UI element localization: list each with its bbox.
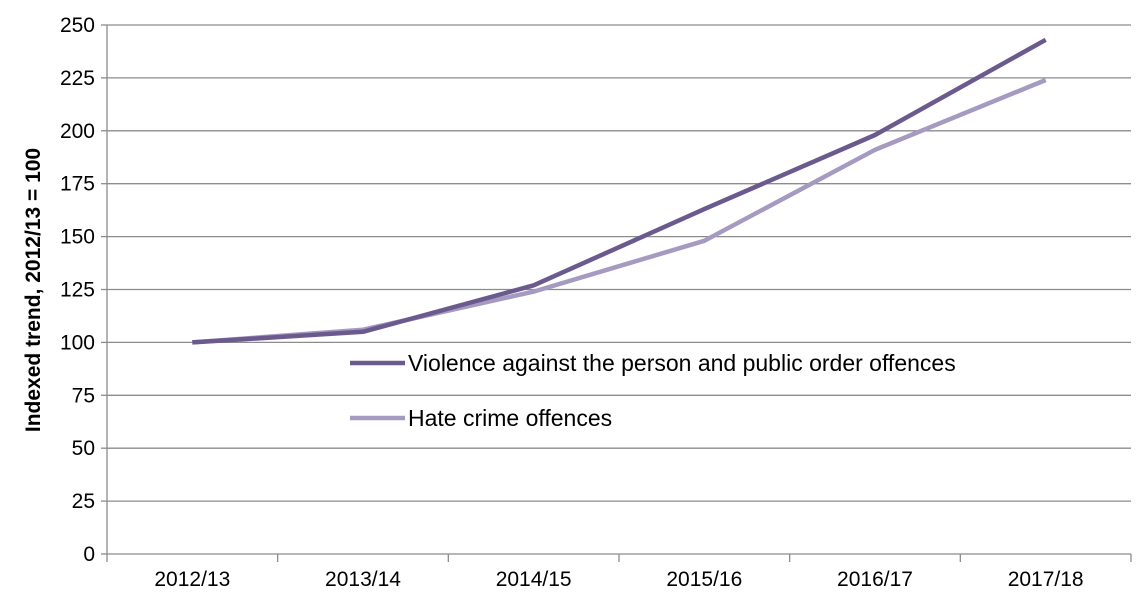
x-tick-label: 2012/13 xyxy=(154,568,230,591)
gridlines xyxy=(107,24,1131,502)
x-tick-label: 2015/16 xyxy=(666,568,742,591)
y-tick-label: 200 xyxy=(60,120,95,143)
x-tick-label: 2017/18 xyxy=(1008,568,1084,591)
x-tick-label: 2016/17 xyxy=(837,568,913,591)
y-tick-label: 50 xyxy=(72,437,95,460)
legend: Violence against the person and public o… xyxy=(350,350,956,431)
y-tick-label: 25 xyxy=(72,490,95,513)
series-lines xyxy=(192,37,1047,345)
y-tick-label: 0 xyxy=(83,543,95,566)
x-axis-ticks: 2012/13 2013/14 2014/15 2015/16 2016/17 2017/… xyxy=(106,554,1132,591)
y-tick-label: 250 xyxy=(60,14,95,37)
legend-label-2: Hate crime offences xyxy=(408,405,612,431)
y-axis-ticks: 0 25 50 75 100 125 150 175 200 225 250 xyxy=(60,14,107,566)
y-tick-label: 100 xyxy=(60,331,95,354)
y-tick-label: 125 xyxy=(60,279,95,302)
x-tick-label: 2013/14 xyxy=(325,568,401,591)
y-axis-title: Indexed trend, 2012/13 = 100 xyxy=(22,148,45,432)
x-tick-label: 2014/15 xyxy=(496,568,572,591)
y-tick-label: 175 xyxy=(60,173,95,196)
y-tick-label: 150 xyxy=(60,226,95,249)
y-tick-label: 225 xyxy=(60,67,95,90)
series-line-1 xyxy=(192,37,1047,345)
legend-label-1: Violence against the person and public o… xyxy=(408,350,956,376)
y-tick-label: 75 xyxy=(72,384,95,407)
series-line-2 xyxy=(192,77,1047,345)
